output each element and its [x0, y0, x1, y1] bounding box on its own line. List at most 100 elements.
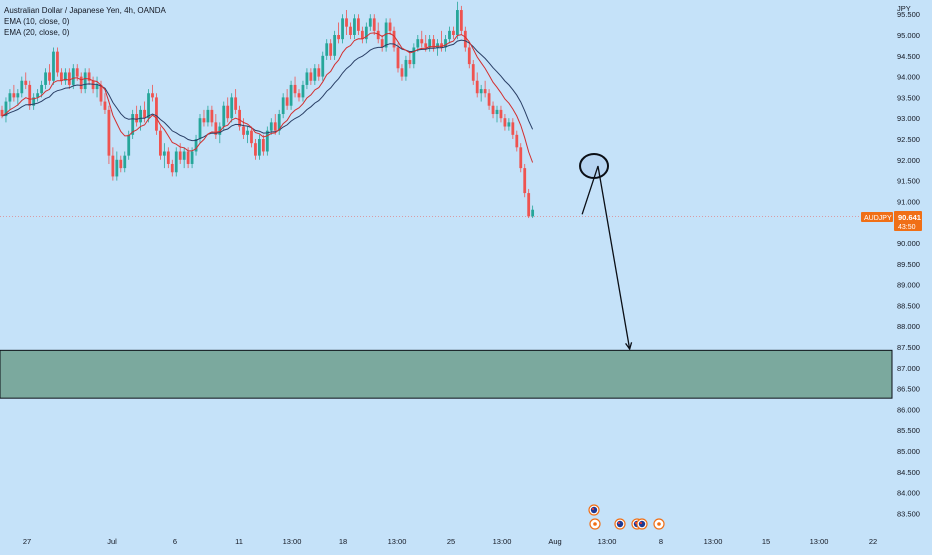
candle-body: [131, 114, 135, 135]
candle-body: [147, 93, 150, 119]
candle-body: [151, 93, 154, 98]
time-tick-label: 13:00: [704, 537, 723, 546]
price-tag-countdown: 43:50: [898, 224, 916, 231]
candle-body: [95, 84, 99, 90]
candle-body: [40, 84, 43, 94]
candle-body: [353, 18, 356, 35]
candle-body: [507, 122, 511, 127]
candle-body: [329, 43, 333, 56]
candle-body: [305, 72, 309, 85]
time-tick-label: 13:00: [598, 537, 617, 546]
candle-body: [269, 122, 273, 131]
price-tick-label: 85.000: [897, 447, 920, 456]
candle-body: [12, 93, 16, 98]
candle-body: [527, 193, 531, 217]
candle-body: [103, 101, 107, 110]
candle-body: [242, 126, 245, 135]
candle-body: [99, 84, 103, 102]
candle-body: [360, 30, 364, 40]
candle-body: [174, 151, 178, 173]
candle-body: [36, 93, 40, 98]
candle-body: [368, 18, 372, 27]
candle-body: [384, 22, 388, 48]
candle-body: [459, 10, 463, 31]
candle-body: [444, 39, 447, 48]
candle-body: [24, 80, 28, 85]
ema-20-label[interactable]: EMA (20, close, 0): [4, 28, 70, 37]
candle-body: [159, 130, 162, 156]
candle-body: [20, 80, 24, 94]
candle-body: [170, 163, 174, 173]
candle-body: [115, 159, 119, 177]
candle-body: [87, 72, 91, 81]
event-dot-center: [657, 522, 661, 526]
candle-body: [178, 151, 182, 160]
candle-body: [226, 105, 230, 119]
candle-body: [503, 118, 507, 127]
candle-body: [182, 151, 186, 160]
candle-body: [139, 109, 142, 123]
price-tick-label: 83.500: [897, 509, 920, 518]
candle-body: [523, 168, 527, 194]
candle-body: [127, 134, 131, 156]
price-tick-label: 93.500: [897, 93, 920, 102]
candle-body: [380, 39, 384, 48]
time-tick-label: 13:00: [493, 537, 512, 546]
ema-10-line: [1, 32, 534, 163]
event-markers[interactable]: [588, 504, 665, 530]
candle-body: [111, 155, 115, 177]
price-tick-label: 92.500: [897, 135, 920, 144]
target-circle[interactable]: [579, 153, 610, 180]
price-tick-label: 88.500: [897, 301, 920, 310]
candle-body: [333, 35, 337, 56]
candle-body: [52, 51, 55, 81]
price-tick-label: 89.000: [897, 281, 920, 290]
candle-body: [63, 72, 67, 81]
time-tick-label: Aug: [548, 537, 561, 546]
projection-path-line[interactable]: [581, 165, 631, 350]
candle-body: [420, 39, 424, 44]
projection-drawing[interactable]: [579, 153, 633, 351]
price-tick-label: 86.000: [897, 405, 920, 414]
candle-body: [424, 43, 428, 48]
ema-10-label[interactable]: EMA (10, close, 0): [4, 17, 70, 26]
candle-body: [155, 97, 158, 131]
candle-body: [222, 105, 226, 127]
candle-body: [337, 35, 340, 40]
candle-body: [258, 139, 261, 156]
time-tick-label: 15: [762, 537, 770, 546]
au-flag-mark: [639, 521, 643, 525]
event-dot-center: [593, 522, 597, 526]
candle-body: [246, 130, 249, 135]
candle-body: [515, 134, 519, 148]
price-tick-label: 90.000: [897, 239, 920, 248]
time-tick-label: 27: [23, 537, 31, 546]
price-tick-label: 95.500: [897, 10, 920, 19]
candle-body: [166, 151, 170, 164]
candle-body: [364, 26, 368, 40]
candle-body: [107, 109, 111, 156]
candle-body: [479, 89, 483, 94]
candle-body: [32, 97, 36, 106]
demand-zone-rectangle[interactable]: [0, 349, 893, 399]
candle-body: [16, 93, 20, 98]
candle-body: [202, 118, 206, 123]
candle-body: [412, 47, 416, 65]
candle-body: [277, 114, 281, 131]
candle-body: [48, 72, 51, 81]
candle-body: [214, 122, 218, 135]
candle-body: [357, 18, 360, 31]
candle-body: [83, 72, 87, 90]
candle-body: [261, 139, 265, 152]
time-tick-label: 22: [869, 537, 877, 546]
price-tick-label: 88.000: [897, 322, 920, 331]
time-axis[interactable]: 27 Jul 6 11 13:00 18 13:00 25 13:00 Aug 13:00 8 13:0…: [23, 537, 877, 546]
candle-body: [190, 151, 194, 164]
candle-body: [511, 122, 515, 135]
candle-body: [0, 109, 4, 117]
symbol-title[interactable]: Australian Dollar / Japanese Yen, 4h, OA…: [4, 6, 166, 15]
candle-body: [345, 18, 348, 27]
candle-body: [44, 72, 47, 85]
